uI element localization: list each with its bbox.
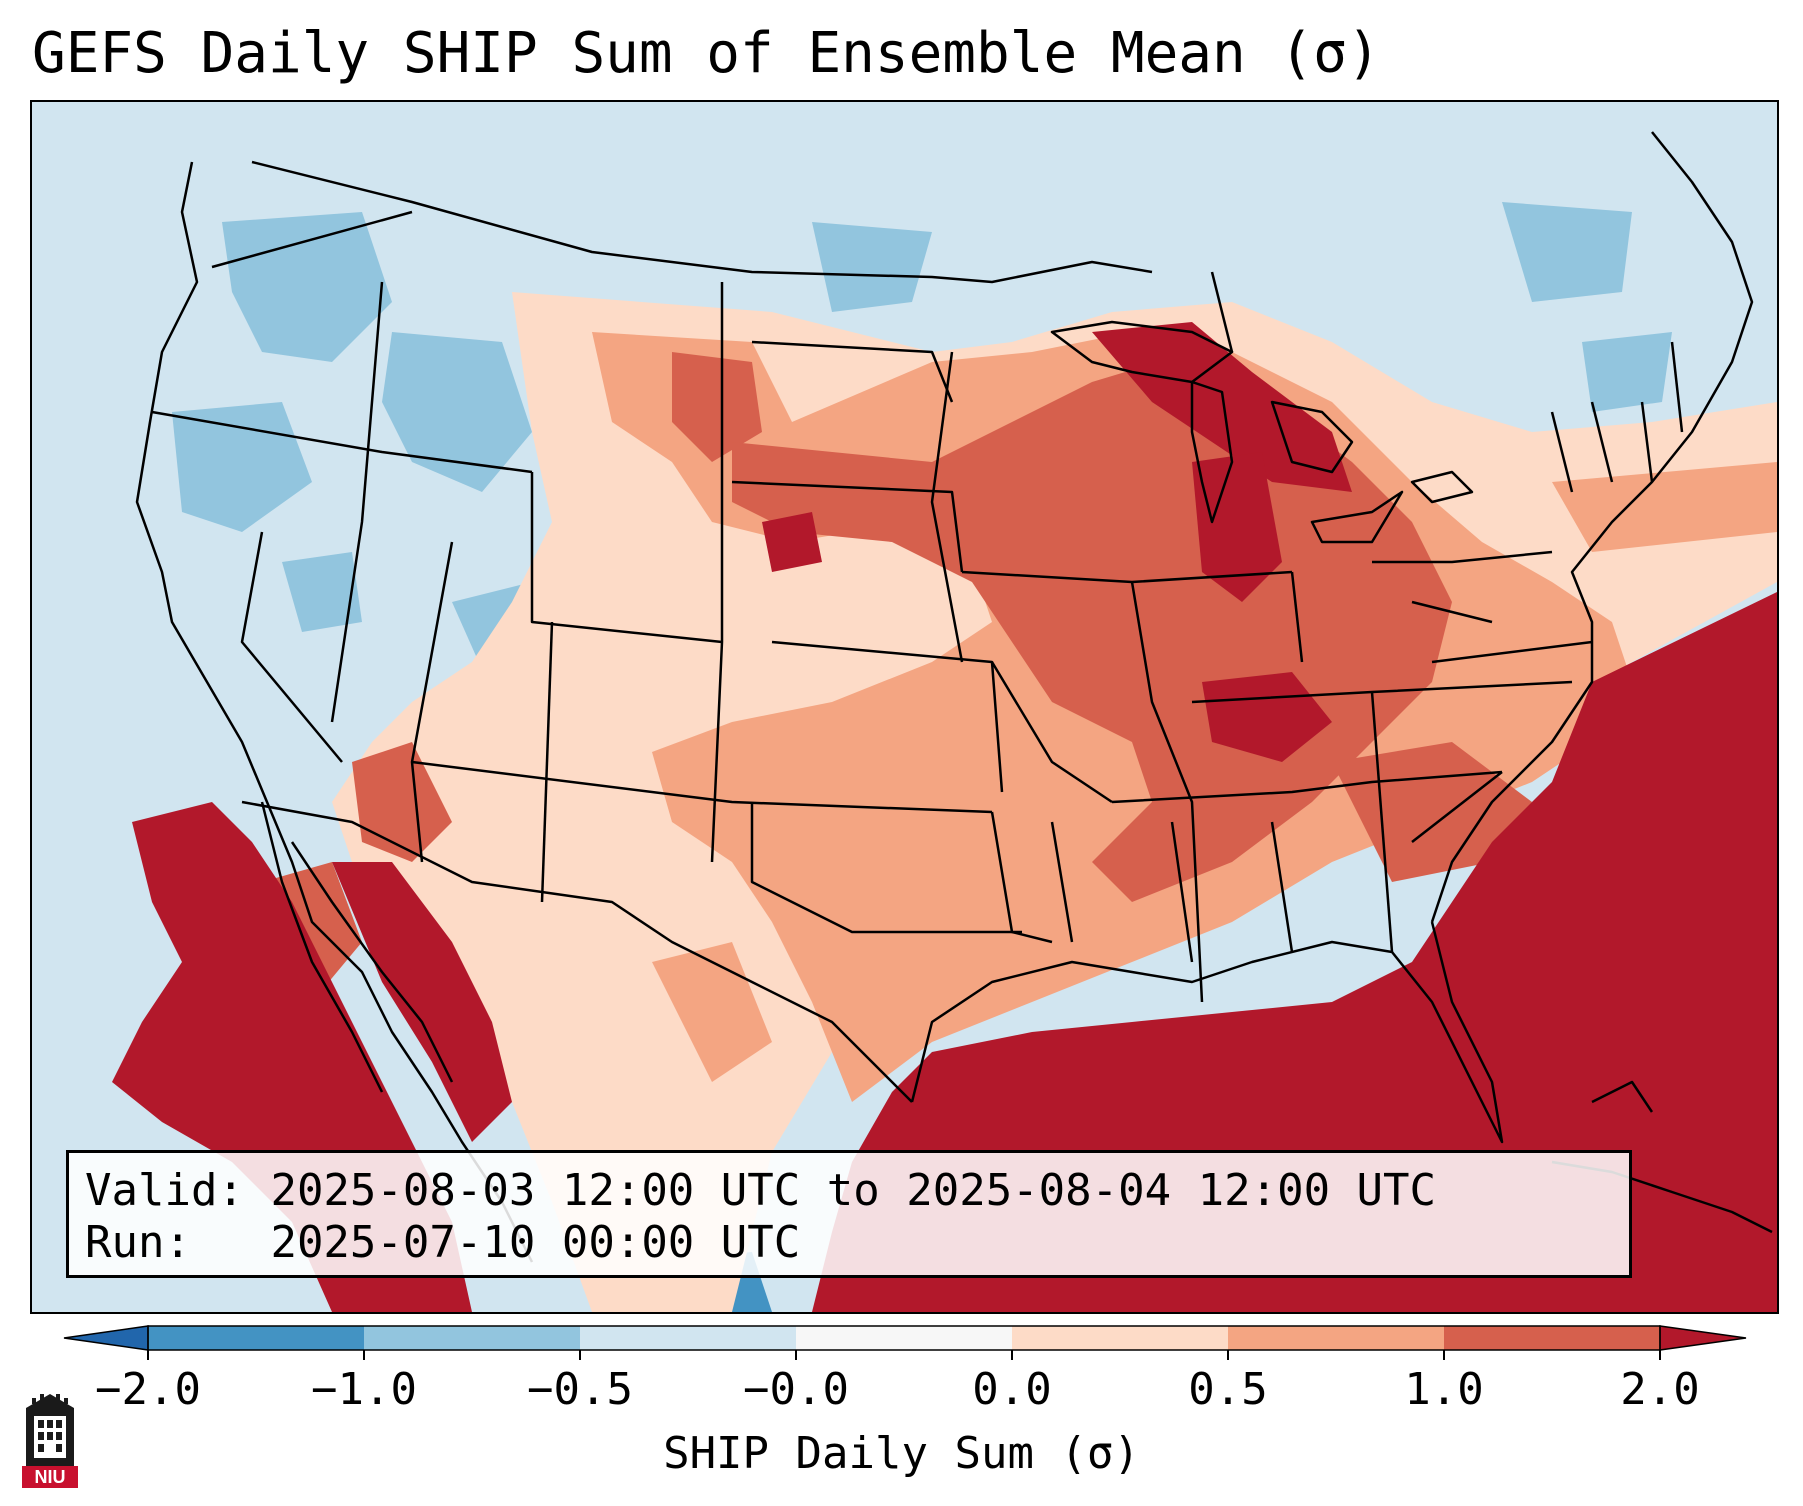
valid-row: Valid: 2025-08-03 12:00 UTC to 2025-08-0…: [85, 1165, 1629, 1217]
colorbar-tick-label: 0.0: [972, 1364, 1052, 1415]
colorbar-segment-below-minus-1: [148, 1326, 364, 1350]
colorbar-extend-over-arrow: [1659, 1325, 1747, 1351]
run-value: 2025-07-10 00:00 UTC: [270, 1217, 801, 1268]
colorbar-label: SHIP Daily Sum (σ): [663, 1428, 1140, 1479]
colorbar-ticks: [147, 1350, 1661, 1360]
colorbar-tick-label: 0.5: [1188, 1364, 1268, 1415]
ship-anomaly-map: [32, 102, 1777, 1312]
colorbar-segment-1-to-2: [1444, 1326, 1660, 1350]
niu-university-logo-icon: NIU: [22, 1394, 78, 1488]
colorbar-segment-0-5-to-1: [1228, 1326, 1444, 1350]
colorbar-tick-label: −2.0: [95, 1364, 201, 1415]
colorbar: [63, 1325, 1747, 1360]
run-label: Run:: [85, 1217, 191, 1268]
colorbar-segment-0: [796, 1326, 1012, 1350]
valid-value: 2025-08-03 12:00 UTC to 2025-08-04 12:00…: [270, 1165, 1437, 1216]
colorbar-extend-under-arrow: [63, 1325, 149, 1351]
run-row: Run: 2025-07-10 00:00 UTC: [85, 1217, 1629, 1269]
political-boundaries: [135, 131, 1773, 1263]
logo-text: NIU: [35, 1467, 66, 1487]
colorbar-segment-minus-0-5-to-0: [580, 1326, 796, 1350]
map-panel: [30, 100, 1779, 1314]
colorbar-tick-label: −0.5: [527, 1364, 633, 1415]
chart-title: GEFS Daily SHIP Sum of Ensemble Mean (σ): [32, 21, 1381, 86]
colorbar-segment-0-to-0-5: [1012, 1326, 1228, 1350]
colorbar-segment-minus-1-to-minus-0-5: [364, 1326, 580, 1350]
valid-label: Valid:: [85, 1165, 244, 1216]
colorbar-tick-label: 1.0: [1404, 1364, 1484, 1415]
colorbar-tick-label: 2.0: [1620, 1364, 1700, 1415]
colorbar-outline: [147, 1325, 1661, 1351]
colorbar-tick-label: −0.0: [743, 1364, 849, 1415]
colorbar-tick-label: −1.0: [311, 1364, 417, 1415]
valid-run-info-box: Valid: 2025-08-03 12:00 UTC to 2025-08-0…: [66, 1150, 1632, 1278]
colorbar-segments: [63, 1325, 1747, 1351]
